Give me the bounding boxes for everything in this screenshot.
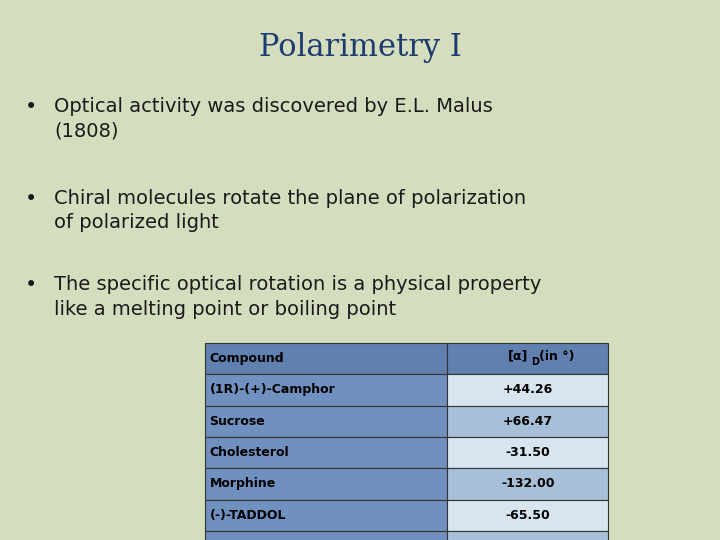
- Text: Sucrose: Sucrose: [210, 415, 265, 428]
- Bar: [205, 374, 447, 406]
- Bar: [447, 531, 608, 540]
- Text: The specific optical rotation is a physical property
like a melting point or boi: The specific optical rotation is a physi…: [54, 275, 541, 319]
- Bar: [447, 437, 608, 468]
- Text: •: •: [25, 275, 37, 295]
- Bar: [447, 500, 608, 531]
- Text: •: •: [25, 97, 37, 117]
- Text: (in °): (in °): [539, 349, 575, 362]
- Text: -65.50: -65.50: [505, 509, 550, 522]
- Bar: [447, 468, 608, 500]
- Text: +44.26: +44.26: [503, 383, 553, 396]
- Bar: [447, 343, 608, 374]
- Bar: [205, 406, 447, 437]
- Text: [α]: [α]: [508, 349, 528, 362]
- Bar: [205, 468, 447, 500]
- Bar: [205, 531, 447, 540]
- Bar: [205, 343, 447, 374]
- Text: -132.00: -132.00: [501, 477, 554, 490]
- Bar: [205, 437, 447, 468]
- Text: Cholesterol: Cholesterol: [210, 446, 289, 459]
- Text: D: D: [531, 357, 539, 367]
- Text: •: •: [25, 189, 37, 209]
- Text: (1R)-(+)-Camphor: (1R)-(+)-Camphor: [210, 383, 336, 396]
- Text: Morphine: Morphine: [210, 477, 276, 490]
- Text: Compound: Compound: [210, 352, 284, 365]
- Text: Polarimetry I: Polarimetry I: [258, 32, 462, 63]
- Bar: [447, 406, 608, 437]
- Text: +66.47: +66.47: [503, 415, 553, 428]
- Bar: [447, 374, 608, 406]
- Text: -31.50: -31.50: [505, 446, 550, 459]
- Text: Optical activity was discovered by E.L. Malus
(1808): Optical activity was discovered by E.L. …: [54, 97, 492, 140]
- Bar: [205, 500, 447, 531]
- Text: (-)-TADDOL: (-)-TADDOL: [210, 509, 286, 522]
- Text: Chiral molecules rotate the plane of polarization
of polarized light: Chiral molecules rotate the plane of pol…: [54, 189, 526, 232]
